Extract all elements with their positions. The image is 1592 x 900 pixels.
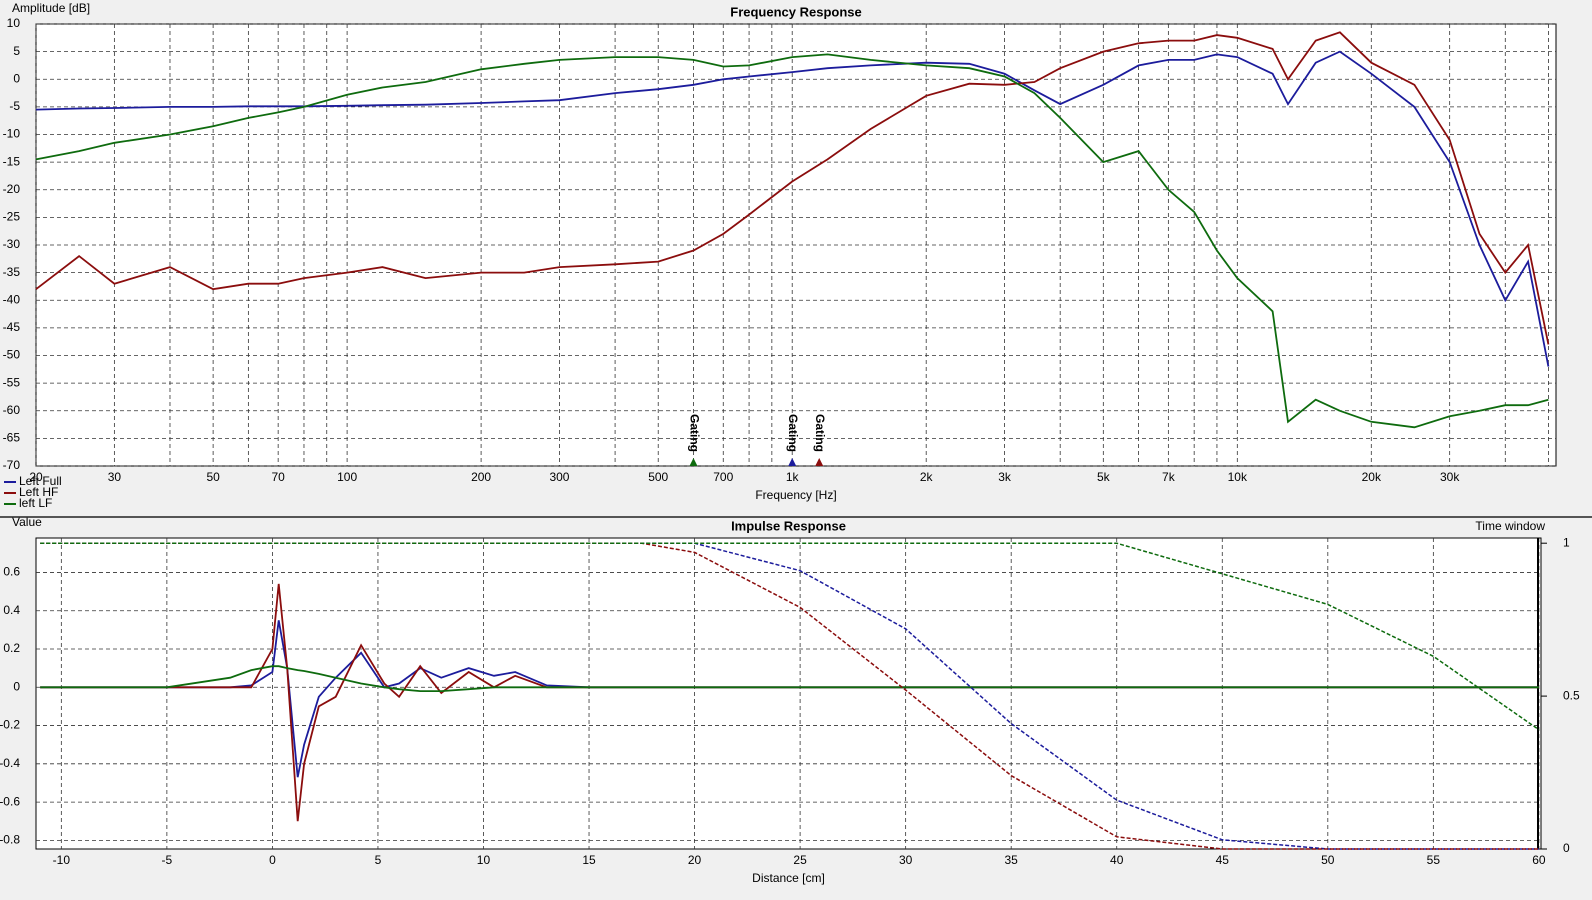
y-tick-label: -50 [3,348,21,362]
y-tick-label: -30 [3,237,21,251]
y-axis-label: Value [12,515,42,529]
chart-title: Frequency Response [730,4,862,19]
y-tick-label: 0.6 [3,565,20,579]
x-tick-label: 50 [206,470,220,484]
x-tick-label: 5 [375,853,382,867]
x-tick-label: 30 [108,470,122,484]
x-tick-label: 5k [1097,470,1111,484]
x-tick-label: 1k [786,470,800,484]
x-tick-label: 500 [648,470,668,484]
marker-arrow [689,458,698,466]
x-tick-label: 20k [1362,470,1382,484]
y-tick-label: -15 [3,154,21,168]
series-line [35,50,1550,367]
y-tick-label: -10 [3,127,21,141]
x-tick-label: 300 [549,470,569,484]
x-tick-label: 20 [29,470,43,484]
window-line [40,542,1540,731]
y2-tick-label: 0 [1563,841,1570,855]
x-axis-label: Frequency [Hz] [755,488,836,502]
grid [36,538,1541,849]
x-tick-label: 25 [793,853,807,867]
y-tick-label: -0.8 [0,833,20,847]
series-line [35,31,1550,345]
marker-label: Gating [813,414,827,452]
x-tick-label: 70 [271,470,285,484]
y-tick-label: 10 [7,16,21,30]
window-line [40,542,1539,850]
chart-title: Impulse Response [731,518,846,533]
y-tick-label: 0.2 [3,641,20,655]
y-tick-label: 0 [13,679,20,693]
x-tick-label: 700 [713,470,733,484]
y-tick-label: -0.2 [0,718,20,732]
y-tick-label: 0 [13,71,20,85]
x-tick-label: 10k [1228,470,1248,484]
legend-label: left LF [19,496,52,510]
x-tick-label: 40 [1110,853,1124,867]
x-tick-label: 50 [1321,853,1335,867]
y-tick-label: -0.4 [0,756,20,770]
x-axis-label: Distance [cm] [752,871,825,885]
y-tick-label: -65 [3,431,21,445]
x-tick-label: 200 [471,470,491,484]
y-tick-label: -0.6 [0,794,20,808]
x-tick-label: 55 [1427,853,1441,867]
legend-label: Left Full [19,474,62,488]
y-tick-label: -60 [3,403,21,417]
series-line [40,665,1539,692]
marker-arrow [815,458,824,466]
x-tick-label: 2k [920,470,934,484]
x-tick-label: -5 [162,853,173,867]
marker-label: Gating [786,414,800,452]
plot-area [35,537,1542,850]
x-tick-label: 0 [269,853,276,867]
grid [35,23,1556,467]
y2-axis-label: Time window [1475,519,1545,533]
x-tick-label: 15 [582,853,596,867]
marker-label: Gating [687,414,701,452]
y2-tick-label: 1 [1563,535,1570,549]
y2-tick-label: 0.5 [1563,688,1580,702]
y-tick-label: 0.4 [3,603,20,617]
series-line [35,53,1549,429]
y-tick-label: -70 [3,458,21,472]
y-tick-label: -5 [9,99,20,113]
y-tick-label: -35 [3,265,21,279]
y-tick-label: -55 [3,375,21,389]
y-axis-label: Amplitude [dB] [12,1,90,15]
y-tick-label: -25 [3,210,21,224]
x-tick-label: 30 [899,853,913,867]
y-tick-label: -40 [3,292,21,306]
y-tick-label: -20 [3,182,21,196]
x-tick-label: 30k [1440,470,1460,484]
y-tick-label: 5 [13,44,20,58]
x-tick-label: 10 [477,853,491,867]
legend-label: Left HF [19,485,58,499]
x-tick-label: 35 [1005,853,1019,867]
x-tick-label: 45 [1216,853,1230,867]
x-tick-label: 7k [1162,470,1176,484]
x-tick-label: 3k [998,470,1012,484]
x-tick-label: -10 [53,853,71,867]
y-tick-label: -45 [3,320,21,334]
x-tick-label: 20 [688,853,702,867]
marker-arrow [788,458,797,466]
x-tick-label: 100 [337,470,357,484]
x-tick-label: 60 [1532,853,1546,867]
